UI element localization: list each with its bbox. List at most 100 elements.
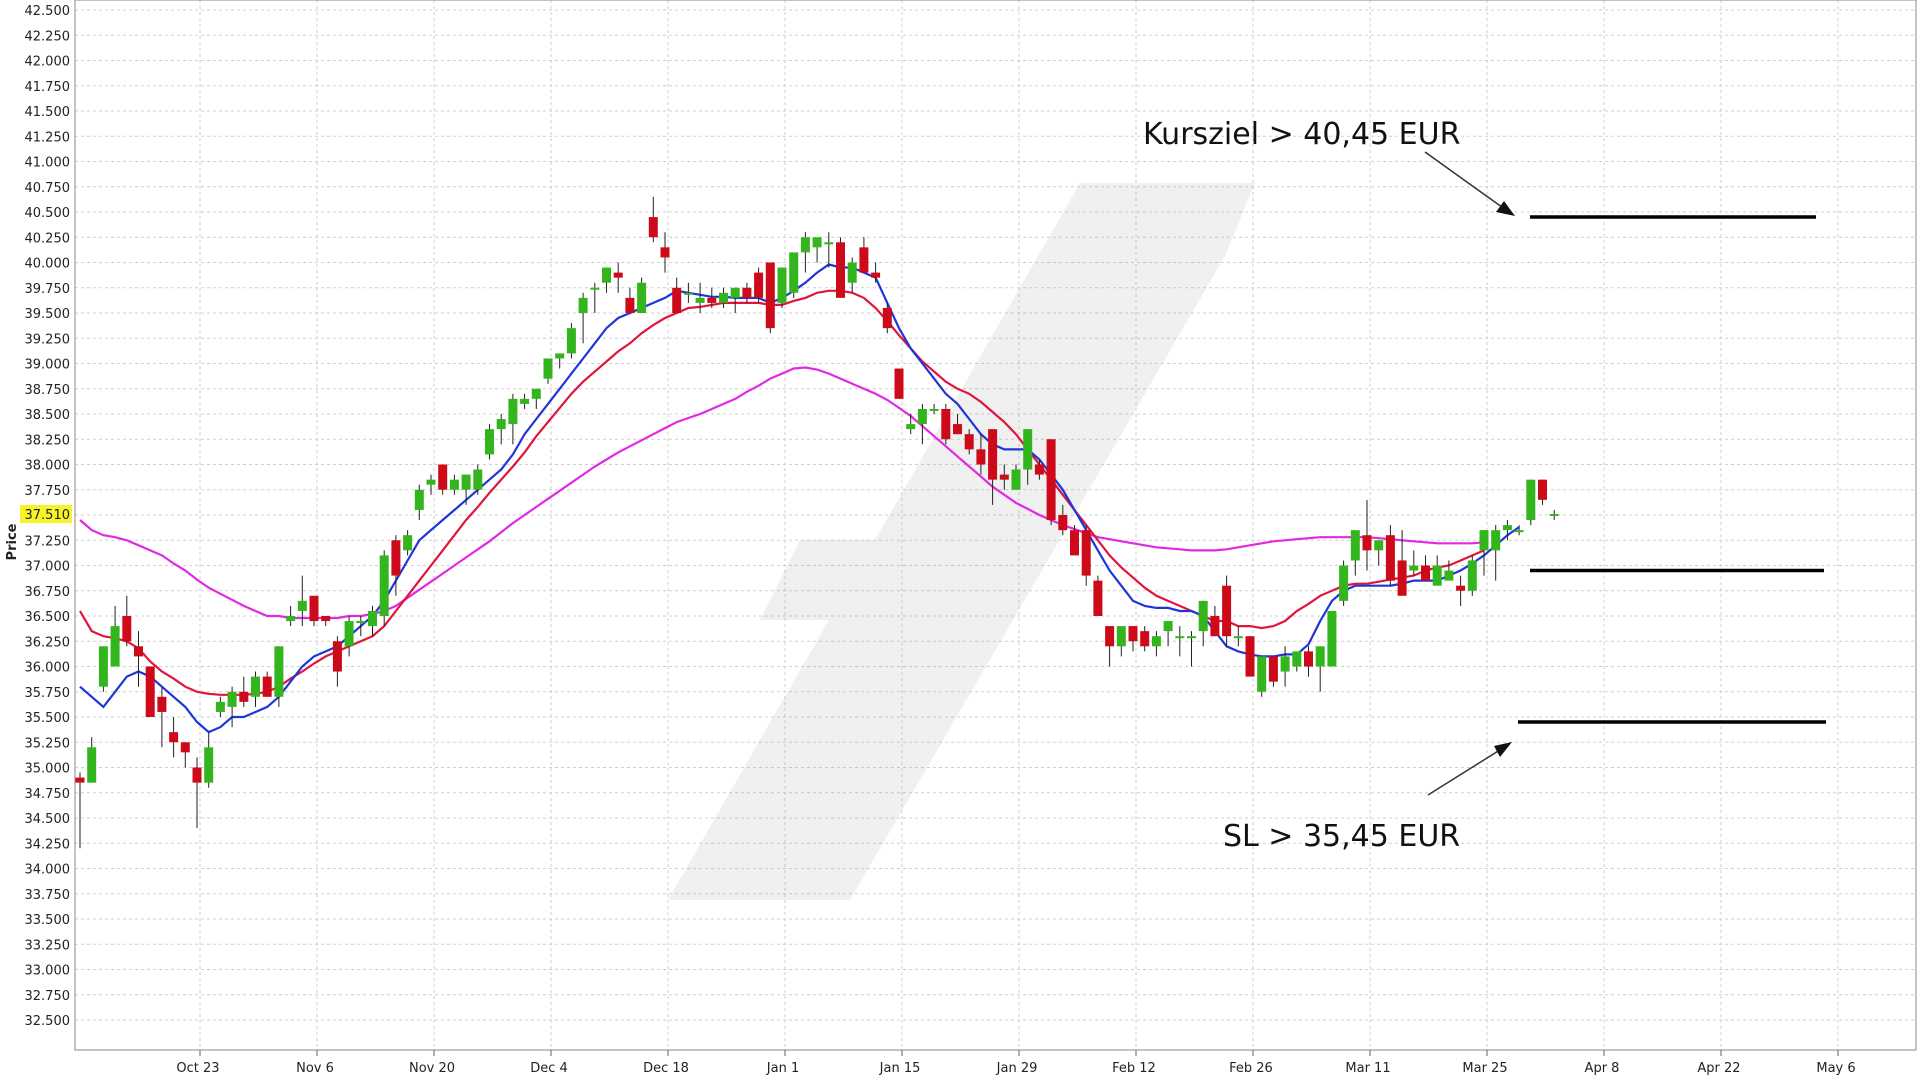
x-tick-label: Feb 12 [1112,1061,1156,1076]
candle-body [122,616,132,642]
candle-body [297,600,307,611]
y-tick-label: 35.500 [25,711,71,726]
candle-body [508,398,518,425]
y-tick-label: 40.000 [25,257,71,272]
candle-body [976,449,986,465]
x-tick-label: Feb 26 [1229,1061,1273,1076]
candle-body [789,252,799,293]
target-annotation: Kursziel > 40,45 EUR [1143,117,1460,152]
y-tick-label: 33.000 [25,964,71,979]
candle-body [683,292,693,295]
x-tick-label: Dec 18 [643,1061,689,1076]
y-tick-label: 34.000 [25,863,71,878]
y-tick-label: 42.500 [25,4,71,19]
y-tick-label: 39.500 [25,307,71,322]
candle-body [543,358,553,379]
candle-body [180,742,190,753]
candle-body [98,646,108,687]
candle-body [1456,585,1466,591]
candle-body [1514,530,1524,533]
candle-body [1116,626,1126,647]
candle-body [742,287,752,298]
candle-body [566,328,576,354]
y-tick-label: 36.500 [25,610,71,625]
candle-body [1538,479,1547,500]
candle-body [648,217,658,238]
candle-body [473,469,483,490]
candle-body [344,621,354,647]
candle-body [286,616,296,622]
plot-area-border [74,0,1917,1051]
candle-body [1175,636,1185,639]
candle-body [1070,530,1079,556]
candle-body [169,732,179,743]
candle-body [262,676,272,697]
candle-body [672,287,682,313]
candle-body [1257,656,1267,692]
candle-body [251,676,260,697]
candle-body [894,368,904,399]
candle-body [1444,570,1454,581]
candle-body [1292,651,1302,667]
y-tick-label: 39.250 [25,332,71,347]
candle-body [590,287,600,290]
y-tick-label: 42.250 [25,29,71,44]
candle-body [871,272,881,278]
y-tick-label: 37.250 [25,534,71,549]
candle-body [485,429,494,455]
y-tick-label: 38.250 [25,433,71,448]
x-tick-label: Apr 8 [1585,1061,1620,1076]
y-tick-label: 41.000 [25,156,71,171]
current-price-marker: 37.510 [20,504,72,523]
candle-body [309,595,319,622]
candle-body [707,297,717,303]
candle-body [1011,469,1021,490]
x-tick-label: Mar 11 [1345,1061,1390,1076]
candle-body [332,641,342,672]
candle-body [906,424,916,430]
y-tick-label: 40.250 [25,231,71,246]
candle-body [1280,656,1290,672]
candle-body [988,429,998,480]
candle-body [1339,565,1349,601]
y-tick-label: 37.750 [25,484,71,499]
candle-body [239,691,249,702]
ma-mid-line [79,289,1485,696]
y-tick-label: 36.000 [25,661,71,676]
candle-body [917,408,927,425]
x-tick-label: Mar 25 [1462,1061,1507,1076]
y-tick-label: 36.750 [25,585,71,600]
y-tick-label: 34.500 [25,812,71,827]
candle-body [800,237,810,253]
candle-body [1526,479,1536,521]
current-price-label: 37.510 [25,508,71,523]
candle-body [1315,646,1325,667]
candle-body [824,242,834,245]
x-tick-label: Jan 15 [879,1061,921,1076]
y-tick-label: 37.000 [25,560,71,575]
candle-body [1467,560,1477,591]
y-tick-label: 33.750 [25,888,71,903]
candle-body [1479,530,1489,551]
candle-body [461,474,471,490]
y-tick-label: 34.250 [25,837,71,852]
candle-body [145,666,155,717]
y-tick-label: 35.750 [25,686,71,701]
candle-body [637,282,647,313]
candle-body [75,777,85,783]
candle-body [929,408,939,411]
y-tick-label: 39.000 [25,358,71,373]
y-tick-label: 36.250 [25,635,71,650]
y-tick-label: 34.750 [25,787,71,802]
candle-body [754,272,764,298]
candle-body [1023,429,1033,470]
candle-body [719,292,728,303]
x-tick-label: Nov 6 [296,1061,334,1076]
candle-body [941,408,951,440]
candle-body [613,272,623,278]
candle-body [999,474,1009,480]
candle-body [1409,565,1419,571]
candle-body [812,237,822,248]
candle-body [414,489,424,510]
candle-body [1421,565,1430,581]
